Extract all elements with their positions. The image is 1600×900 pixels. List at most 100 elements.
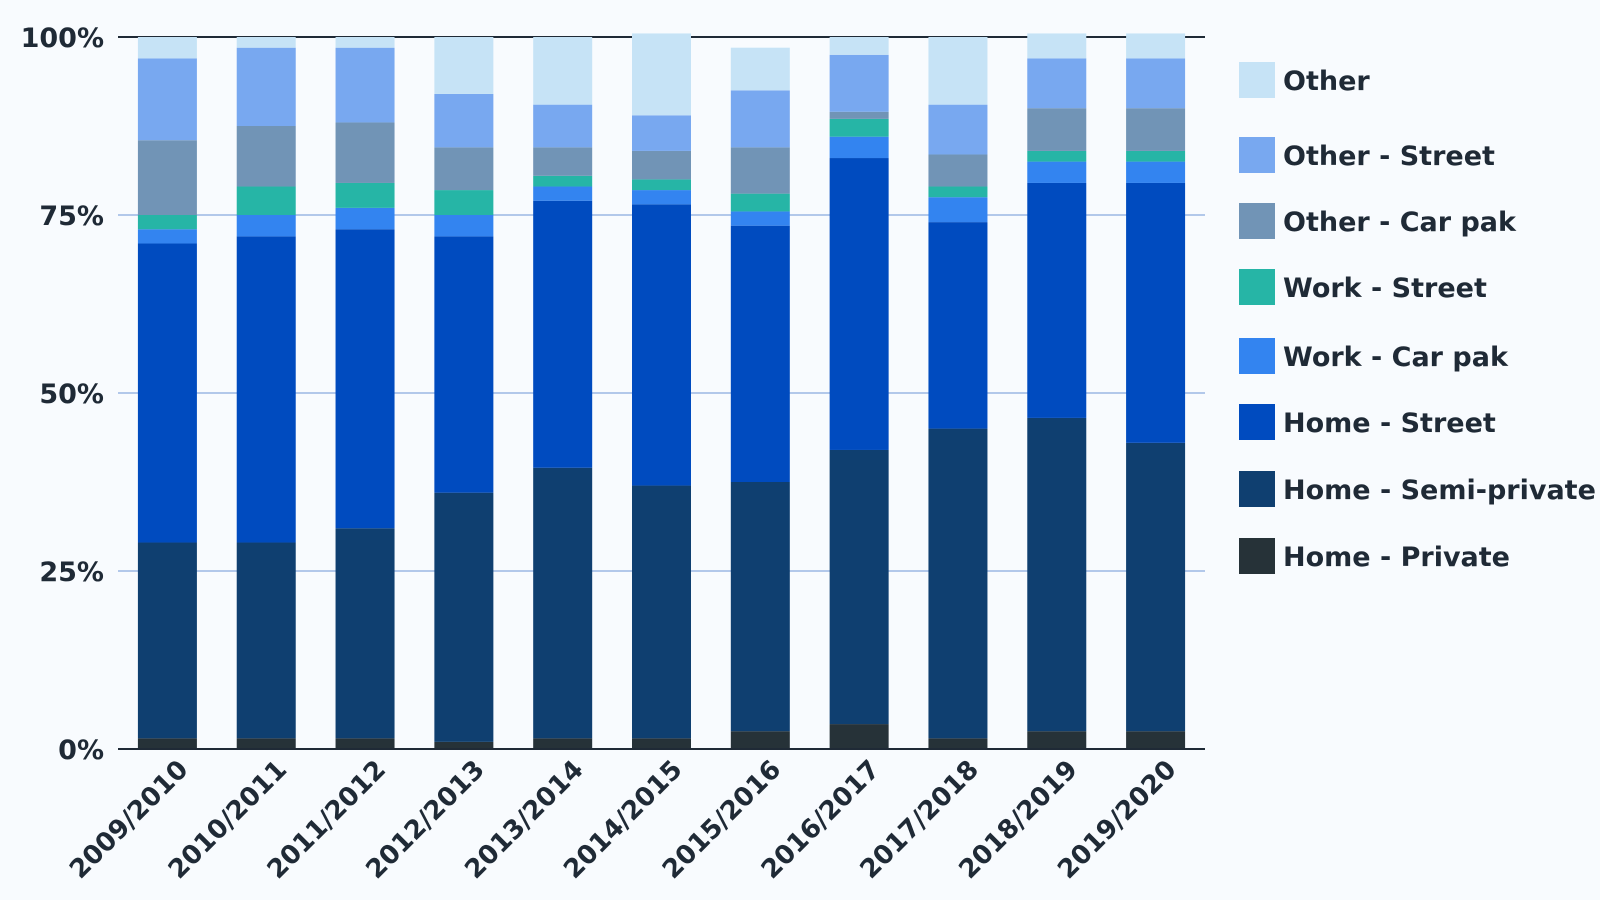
bar-segment: [434, 37, 494, 94]
legend-swatch: [1239, 471, 1275, 507]
bar-stack: [533, 37, 593, 749]
bar-segment: [1027, 58, 1087, 109]
y-tick-label: 100%: [21, 23, 104, 54]
bar-segment: [632, 190, 691, 205]
bar-segment: [632, 179, 691, 191]
bar-segment: [1126, 182, 1186, 443]
bar-segment: [829, 54, 889, 112]
bar-segment: [730, 147, 790, 194]
legend-label: Home - Private: [1283, 542, 1510, 573]
bar-segment: [335, 182, 395, 208]
bar-segment: [137, 37, 197, 59]
bar-segment: [1027, 417, 1087, 732]
legend-item: Work - Street: [1239, 269, 1487, 305]
legend-item: Home - Street: [1239, 404, 1496, 440]
bar-segment: [632, 150, 691, 180]
bar-stack: [137, 37, 197, 749]
bar-stack: [632, 33, 691, 749]
bar-segment: [434, 492, 494, 742]
bar-segment: [928, 738, 988, 749]
bar-segment: [632, 485, 691, 739]
bar-segment: [533, 200, 593, 468]
bar-segment: [1126, 150, 1186, 162]
bar-segment: [1027, 731, 1087, 749]
bar-segment: [335, 37, 395, 48]
legend-item: Other - Street: [1239, 137, 1495, 173]
bar-segment: [1027, 161, 1087, 183]
bar-segment: [236, 236, 296, 543]
bar-segment: [730, 211, 790, 226]
y-tick-label: 75%: [39, 201, 104, 232]
bar-segment: [434, 741, 494, 749]
bar-segment: [533, 37, 593, 105]
legend-label: Home - Street: [1283, 408, 1496, 439]
bar-segment: [434, 236, 494, 493]
bar-segment: [1027, 182, 1087, 418]
bar-segment: [1126, 108, 1186, 151]
bar-segment: [928, 186, 988, 198]
bar-segment: [434, 93, 494, 148]
legend-label: Home - Semi-private: [1283, 475, 1596, 506]
bar-segment: [137, 738, 197, 749]
y-tick-label: 50%: [39, 379, 104, 410]
bar-segment: [236, 542, 296, 739]
bar-segment: [533, 175, 593, 187]
legend-item: Home - Semi-private: [1239, 471, 1596, 507]
bar-segment: [1126, 442, 1186, 732]
bar-segment: [730, 47, 790, 91]
bar-segment: [928, 197, 988, 223]
legend-label: Work - Car pak: [1283, 342, 1509, 373]
bar-segment: [829, 158, 889, 450]
bar-segment: [829, 118, 889, 137]
bar-stack: [829, 37, 889, 749]
bar-stack: [434, 37, 494, 749]
bar-segment: [632, 33, 691, 116]
bar-segment: [236, 47, 296, 126]
bar-segment: [335, 207, 395, 230]
legend-label: Work - Street: [1283, 273, 1487, 304]
legend-label: Other - Car pak: [1283, 207, 1517, 238]
legend-label: Other - Street: [1283, 141, 1495, 172]
bar-segment: [137, 215, 197, 230]
bar-segment: [137, 243, 197, 543]
bar-segment: [236, 126, 296, 187]
bar-segment: [137, 229, 197, 244]
bar-segment: [533, 147, 593, 176]
legend-swatch: [1239, 203, 1275, 239]
bar-segment: [434, 147, 494, 191]
bar-segment: [928, 154, 988, 187]
bar-segment: [730, 193, 790, 212]
bar-segment: [829, 724, 889, 749]
legend-item: Other: [1239, 62, 1370, 98]
legend-label: Other: [1283, 66, 1370, 97]
bar-segment: [434, 190, 494, 215]
bar-segment: [928, 37, 988, 105]
bar-segment: [928, 104, 988, 155]
bar-segment: [533, 738, 593, 749]
bar-stack: [1126, 33, 1186, 749]
bar-segment: [829, 37, 889, 55]
legend-swatch: [1239, 62, 1275, 98]
y-tick-label: 25%: [39, 557, 104, 588]
bar-segment: [335, 229, 395, 529]
bar-segment: [1027, 150, 1087, 162]
bar-segment: [730, 225, 790, 482]
bar-segment: [335, 738, 395, 749]
bar-segment: [829, 449, 889, 725]
bar-stack: [236, 37, 296, 749]
legend-item: Home - Private: [1239, 538, 1510, 574]
legend-swatch: [1239, 338, 1275, 374]
legend-swatch: [1239, 269, 1275, 305]
bar-segment: [434, 215, 494, 237]
bar-stack: [1027, 33, 1087, 749]
legend-item: Other - Car pak: [1239, 203, 1517, 239]
bar-segment: [1126, 33, 1186, 59]
bar-segment: [730, 482, 790, 732]
bar-segment: [1126, 731, 1186, 749]
bar-segment: [632, 115, 691, 151]
bar-segment: [533, 104, 593, 148]
bar-segment: [335, 528, 395, 739]
bar-stack: [335, 37, 395, 749]
bar-segment: [533, 186, 593, 201]
